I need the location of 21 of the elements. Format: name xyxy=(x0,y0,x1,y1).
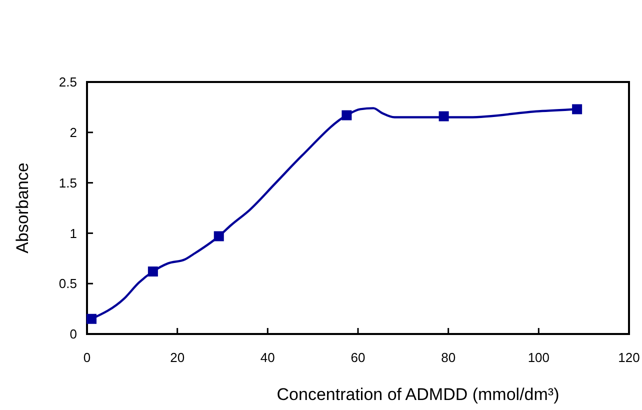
y-tick-label: 2.5 xyxy=(58,74,77,90)
x-axis-title: Concentration of ADMDD (mmol/dm³) xyxy=(276,385,560,404)
y-tick-label: 1 xyxy=(70,226,77,241)
y-tick-label: 0 xyxy=(70,326,77,342)
x-tick-label: 100 xyxy=(528,350,550,365)
point xyxy=(342,110,352,120)
point xyxy=(572,104,582,114)
point xyxy=(214,231,224,242)
point xyxy=(86,314,97,324)
y-tick-label: 0.5 xyxy=(58,276,77,292)
x-tick-label: 80 xyxy=(441,350,456,365)
y-tick-label: 1.5 xyxy=(58,175,77,190)
y-axis-title: Absorbance xyxy=(13,162,32,254)
point xyxy=(148,266,158,277)
x-tick-label: 120 xyxy=(618,350,640,365)
x-tick-label: 20 xyxy=(170,350,185,365)
x-tick-label: 0 xyxy=(83,350,91,365)
x-tick-label: 40 xyxy=(260,350,275,365)
point xyxy=(438,111,449,122)
x-tick-label: 60 xyxy=(350,350,366,365)
y-tick-label: 2 xyxy=(70,124,77,140)
